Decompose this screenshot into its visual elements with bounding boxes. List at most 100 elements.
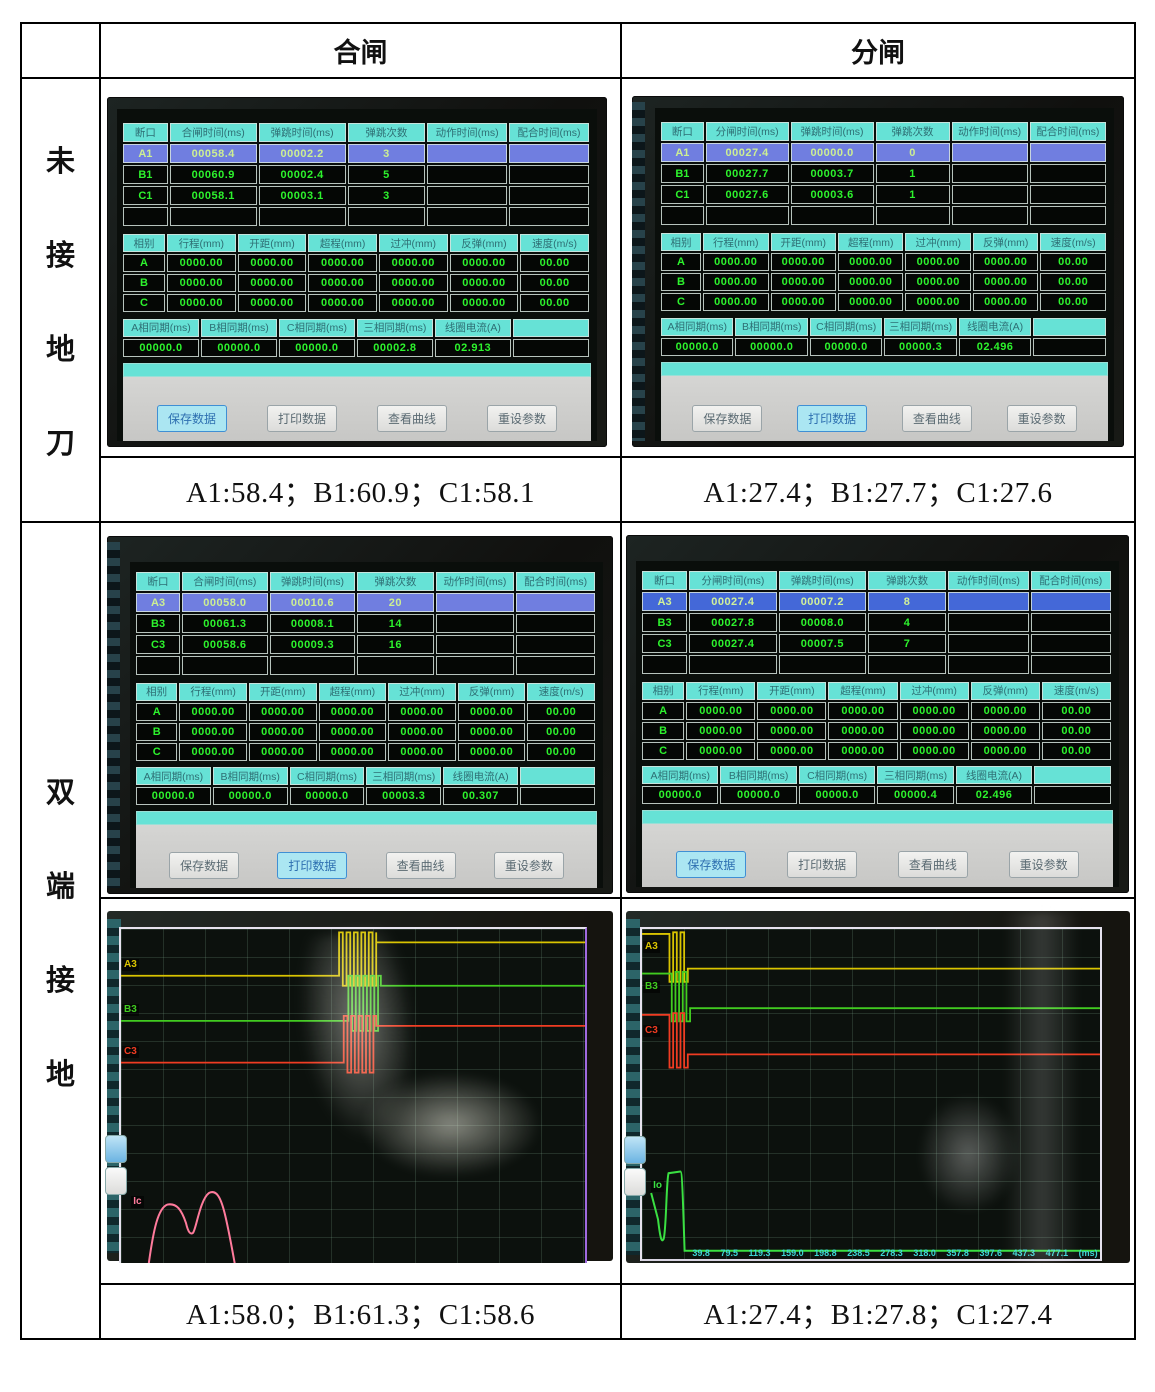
scope-display: A3 B3 C3 Ic	[119, 927, 587, 1263]
screen-button[interactable]: 查看曲线	[897, 850, 968, 878]
screen-button[interactable]: 打印数据	[266, 405, 337, 433]
screen-button[interactable]: 保存数据	[156, 405, 227, 433]
screen-cell: 0000.00	[388, 742, 456, 761]
screen-cell: 0000.00	[378, 294, 448, 313]
screen-cell: 00000.0	[123, 338, 199, 357]
screen-col-header: C相同期(ms)	[798, 766, 876, 785]
travel-table: 相别 行程(mm) 开距(mm) 超程(mm) 过冲(mm) 反弹(mm) 速度(m/s) A…	[136, 682, 597, 763]
scope-tab-button[interactable]	[624, 1136, 646, 1165]
screen-button[interactable]: 打印数据	[787, 850, 858, 878]
screen-cell: 0000.00	[828, 721, 898, 740]
screen-cell: 00000.3	[884, 337, 957, 356]
time-tick: 198.8	[814, 1248, 837, 1258]
status-bar	[661, 361, 1108, 377]
screen-cell	[435, 614, 515, 633]
screen-cell: 00000.4	[877, 786, 954, 805]
screen-cell: 0000.00	[308, 274, 377, 293]
screen-button[interactable]: 查看曲线	[901, 405, 972, 432]
screen-cell: 0000.00	[905, 293, 971, 312]
screen-button[interactable]: 保存数据	[169, 851, 240, 879]
screen-cell: 0000.00	[899, 741, 969, 760]
screen-col-header: 三相同期(ms)	[356, 318, 433, 337]
scope-tab-button[interactable]	[105, 1167, 127, 1195]
time-axis-ticks: 39.8 79.5 119.3 159.0 198.8 238.5 278.3 318.0 35…	[692, 1248, 1097, 1258]
screen-cell: 00002.8	[356, 338, 433, 357]
screen-button[interactable]: 重设参数	[493, 851, 564, 879]
screen-cell: 0000.00	[457, 722, 526, 741]
screen-button[interactable]: 重设参数	[486, 405, 557, 433]
screen-cell: A1	[123, 144, 168, 163]
tester-screen: 断口 分闸时间(ms) 弹跳时间(ms) 弹跳次数 动作时间(ms) 配合时间(ms) A1…	[655, 108, 1114, 441]
screen-col-header: 反弹(mm)	[970, 681, 1040, 700]
table-header-row: A相同期(ms) B相同期(ms) C相同期(ms) 三相同期(ms) 线圈电流(A)	[136, 767, 597, 786]
table-row: A3 00058.0 00010.6 20	[136, 593, 597, 612]
screen-cell: 00.00	[1040, 253, 1106, 272]
screen-cell: 00000.0	[720, 786, 797, 805]
screen-cell	[948, 613, 1029, 632]
screen-cell	[1029, 164, 1106, 183]
row-label-double-ground: 双端接地	[22, 523, 99, 1338]
caption-double-ground-open: A1:27.4；B1:27.8；C1:27.4	[622, 1285, 1134, 1338]
row-label-char: 接	[45, 964, 75, 997]
screen-button[interactable]: 打印数据	[797, 405, 868, 432]
screen-cell	[948, 592, 1029, 611]
screen-cell: 0000.00	[757, 701, 827, 720]
screen-col-header: A相同期(ms)	[661, 317, 734, 336]
time-tick: 119.3	[748, 1248, 771, 1258]
sync-table: A相同期(ms) B相同期(ms) C相同期(ms) 三相同期(ms) 线圈电流(A) 0…	[661, 317, 1108, 358]
status-bar	[136, 811, 597, 826]
screen-col-header: 配合时间(ms)	[516, 572, 595, 591]
screen-button[interactable]: 重设参数	[1006, 405, 1077, 432]
screen-cell: 0000.00	[457, 702, 526, 721]
scope-tab-button[interactable]	[105, 1135, 127, 1163]
screen-cell: 0000.00	[166, 274, 236, 293]
screen-cell	[790, 206, 874, 225]
screen-col-header: 反弹(mm)	[972, 233, 1039, 252]
screen-col-header: 合闸时间(ms)	[182, 572, 268, 591]
trace-label-a3: A3	[122, 959, 139, 972]
screen-cell	[435, 593, 515, 612]
table-row: B3 00061.3 00008.1 14	[136, 614, 597, 633]
screen-col-header: 三相同期(ms)	[366, 767, 442, 786]
table-row	[123, 207, 591, 226]
row-label-ungrounded-switch: 未接地刀	[22, 79, 99, 521]
screen-cell: 0000.00	[318, 742, 387, 761]
photo-cell-ungrounded-open: 断口 分闸时间(ms) 弹跳时间(ms) 弹跳次数 动作时间(ms) 配合时间(ms) A1…	[622, 79, 1134, 456]
screen-col-header: 配合时间(ms)	[1030, 571, 1111, 590]
table-row: A1 00058.4 00002.2 3	[123, 144, 591, 163]
screen-cell	[868, 655, 947, 674]
table-row: C 0000.00 0000.00 0000.00 0000.00 0000.00 00.0…	[136, 742, 597, 761]
screen-col-header: B相同期(ms)	[200, 318, 277, 337]
scope-grid	[642, 929, 1100, 1259]
screen-button[interactable]: 保存数据	[676, 850, 747, 878]
screen-button[interactable]: 打印数据	[277, 851, 348, 879]
scope-tab-button[interactable]	[624, 1168, 646, 1197]
screen-cell	[269, 656, 356, 675]
row-label-char: 地	[45, 334, 75, 366]
screen-col-header: 弹跳时间(ms)	[778, 571, 867, 590]
trace-label-a3: A3	[643, 941, 660, 954]
photo-cell-double-ground-close: 断口 合闸时间(ms) 弹跳时间(ms) 弹跳次数 动作时间(ms) 配合时间(ms) A3…	[101, 523, 620, 897]
screen-cell	[519, 787, 595, 806]
screen-button[interactable]: 重设参数	[1008, 850, 1079, 878]
screen-cell: 00002.2	[258, 144, 346, 163]
screen-button[interactable]: 查看曲线	[385, 851, 456, 879]
screen-cell: 00000.0	[642, 786, 719, 805]
screen-col-header: 速度(m/s)	[520, 234, 589, 253]
screen-cell: 00000.0	[136, 787, 211, 806]
screen-col-header: A相同期(ms)	[123, 318, 199, 337]
screen-col-header: 断口	[123, 123, 168, 142]
screen-button[interactable]: 查看曲线	[376, 405, 447, 433]
screen-col-header: 动作时间(ms)	[951, 122, 1028, 141]
screen-cell: 00.00	[527, 702, 595, 721]
breaker-time-table: 断口 分闸时间(ms) 弹跳时间(ms) 弹跳次数 动作时间(ms) 配合时间(ms) A3…	[642, 571, 1113, 676]
screen-cell	[875, 206, 950, 225]
screen-cell	[347, 207, 426, 226]
screen-cell: 0000.00	[179, 702, 247, 721]
screen-col-header: 配合时间(ms)	[1029, 122, 1106, 141]
screen-cell: 0000.00	[378, 274, 448, 293]
screen-cell: 00003.7	[790, 164, 874, 183]
screen-col-header: 行程(mm)	[703, 233, 769, 252]
table-header-row: 断口 合闸时间(ms) 弹跳时间(ms) 弹跳次数 动作时间(ms) 配合时间(ms)	[136, 572, 597, 591]
screen-button[interactable]: 保存数据	[692, 405, 763, 432]
